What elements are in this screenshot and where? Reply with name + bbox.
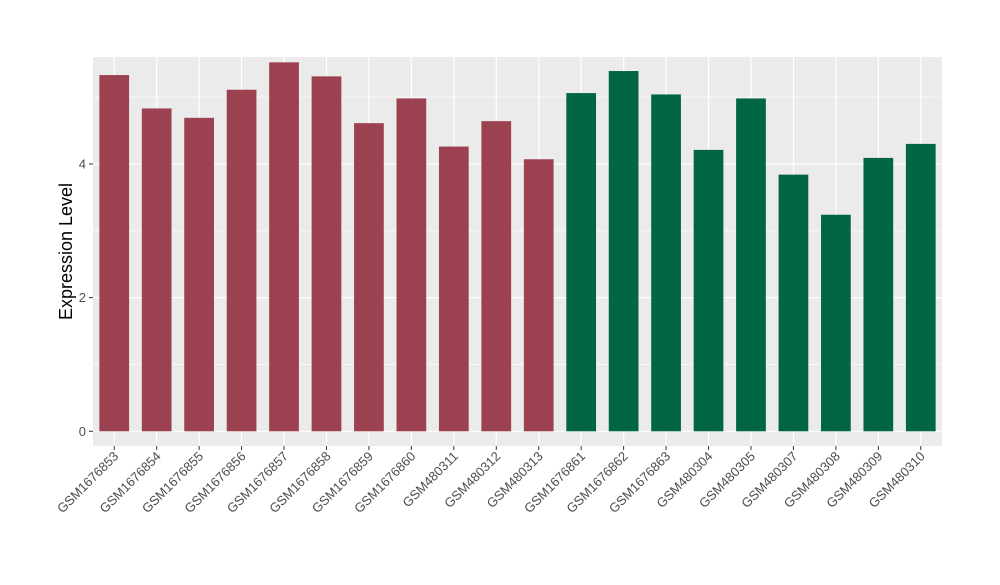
- bar-GSM1676863: [651, 94, 681, 432]
- bar-GSM1676858: [311, 76, 342, 432]
- bars: [99, 62, 936, 432]
- y-axis: 0 2 4: [79, 156, 93, 439]
- bar-GSM1676855: [184, 117, 214, 432]
- y-tick-label: 2: [79, 290, 86, 305]
- bar-GSM480307: [778, 174, 809, 432]
- plot-panel: [93, 57, 942, 446]
- bar-GSM480305: [736, 98, 766, 432]
- y-tick-label: 0: [79, 424, 86, 439]
- bar-GSM1676854: [141, 108, 172, 432]
- bar-GSM1676861: [566, 93, 597, 432]
- bar-GSM1676862: [608, 71, 639, 432]
- bar-GSM480310: [905, 143, 936, 432]
- bar-GSM1676853: [99, 75, 130, 432]
- bar-GSM480309: [863, 157, 894, 432]
- y-tick-label: 4: [79, 156, 86, 171]
- bar-GSM480312: [481, 121, 512, 432]
- bar-GSM480308: [821, 214, 851, 432]
- x-axis: GSM1676853GSM1676854GSM1676855GSM1676856…: [54, 446, 928, 516]
- bar-GSM1676857: [269, 62, 299, 432]
- bar-GSM1676859: [354, 123, 384, 432]
- bar-GSM480313: [523, 159, 554, 432]
- y-axis-title: Expression Level: [56, 183, 76, 320]
- bar-GSM480311: [438, 146, 469, 432]
- bar-GSM1676856: [226, 89, 257, 432]
- bar-GSM1676860: [396, 98, 427, 432]
- bar-GSM480304: [693, 149, 724, 432]
